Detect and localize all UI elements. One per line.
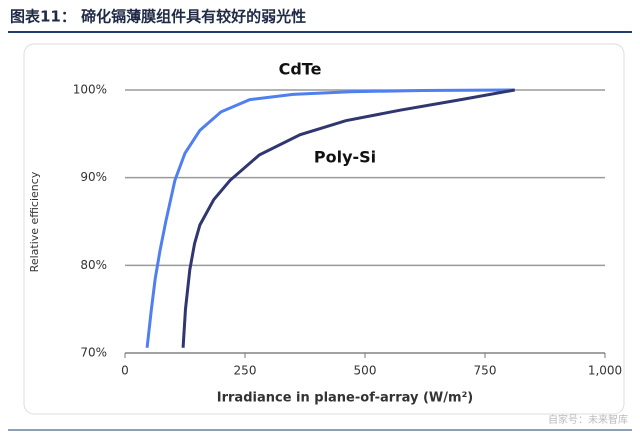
x-tick-label: 1,000: [588, 364, 622, 378]
series-line: [145, 88, 515, 348]
y-tick-label: 90%: [80, 170, 107, 184]
chart-frame: [23, 43, 625, 415]
x-tick-label: 250: [234, 364, 257, 378]
y-tick-label: 100%: [73, 83, 107, 97]
y-axis-label: Relative efficiency: [28, 171, 41, 272]
watermark: 自家号：未来智库: [548, 413, 628, 426]
x-tick-label: 0: [121, 364, 129, 378]
annotation: CdTe: [279, 60, 322, 79]
x-axis-label: Irradiance in plane-of-array (W/m²): [217, 391, 473, 406]
chart-title: 图表11： 碲化镉薄膜组件具有较好的弱光性: [10, 8, 306, 26]
series-line: [181, 88, 516, 348]
x-tick-label: 500: [354, 364, 377, 378]
y-tick-label: 80%: [80, 258, 107, 272]
y-tick-label: 70%: [80, 346, 107, 360]
x-tick-label: 750: [474, 364, 497, 378]
annotation: Poly-Si: [314, 148, 376, 167]
